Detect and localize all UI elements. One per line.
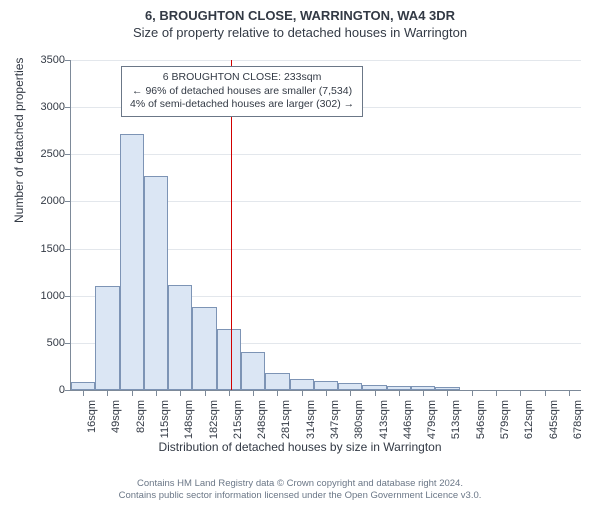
- x-tick: [302, 390, 303, 396]
- x-axis-title: Distribution of detached houses by size …: [0, 440, 600, 454]
- histogram-bar: [168, 285, 192, 390]
- gridline: [71, 60, 581, 61]
- x-tick: [229, 390, 230, 396]
- x-tick: [253, 390, 254, 396]
- histogram-bar: [314, 381, 338, 390]
- x-tick: [423, 390, 424, 396]
- x-tick: [399, 390, 400, 396]
- annotation-box: 6 BROUGHTON CLOSE: 233sqm ← 96% of detac…: [121, 66, 363, 117]
- histogram-bar: [120, 134, 144, 390]
- y-tick: [65, 249, 71, 250]
- annotation-line-2: ← 96% of detached houses are smaller (7,…: [130, 85, 354, 99]
- y-tick-label: 3500: [15, 54, 65, 66]
- histogram-bar: [241, 352, 265, 390]
- y-tick-label: 2000: [15, 195, 65, 207]
- plot-area: 050010001500200025003000350016sqm49sqm82…: [70, 60, 581, 391]
- y-tick: [65, 107, 71, 108]
- histogram-bar: [192, 307, 216, 390]
- x-tick: [520, 390, 521, 396]
- x-tick: [350, 390, 351, 396]
- y-tick-label: 500: [15, 337, 65, 349]
- page-title-1: 6, BROUGHTON CLOSE, WARRINGTON, WA4 3DR: [0, 8, 600, 23]
- x-tick: [545, 390, 546, 396]
- x-tick: [180, 390, 181, 396]
- x-tick: [107, 390, 108, 396]
- y-tick: [65, 201, 71, 202]
- histogram-bar: [265, 373, 289, 390]
- y-tick: [65, 390, 71, 391]
- page-title-2: Size of property relative to detached ho…: [0, 25, 600, 40]
- y-tick-label: 3000: [15, 101, 65, 113]
- histogram-bar: [338, 383, 362, 390]
- y-tick-label: 0: [15, 384, 65, 396]
- x-tick: [83, 390, 84, 396]
- y-tick-label: 2500: [15, 148, 65, 160]
- footer-line-1: Contains HM Land Registry data © Crown c…: [0, 478, 600, 490]
- histogram-bar: [71, 382, 95, 390]
- histogram-bar: [144, 176, 168, 390]
- y-tick-label: 1000: [15, 290, 65, 302]
- x-tick: [472, 390, 473, 396]
- footer-line-2: Contains public sector information licen…: [0, 490, 600, 502]
- y-tick: [65, 296, 71, 297]
- histogram-bar: [95, 286, 119, 390]
- gridline: [71, 154, 581, 155]
- x-tick: [447, 390, 448, 396]
- x-tick: [569, 390, 570, 396]
- y-tick: [65, 60, 71, 61]
- histogram-bar: [217, 329, 241, 390]
- y-tick: [65, 343, 71, 344]
- chart-container: 050010001500200025003000350016sqm49sqm82…: [70, 60, 580, 430]
- x-tick: [205, 390, 206, 396]
- x-tick: [375, 390, 376, 396]
- annotation-line-1: 6 BROUGHTON CLOSE: 233sqm: [130, 71, 354, 85]
- x-tick: [277, 390, 278, 396]
- footer: Contains HM Land Registry data © Crown c…: [0, 478, 600, 502]
- histogram-bar: [290, 379, 314, 390]
- y-tick: [65, 154, 71, 155]
- y-tick-label: 1500: [15, 243, 65, 255]
- x-tick: [326, 390, 327, 396]
- x-tick: [156, 390, 157, 396]
- annotation-line-3: 4% of semi-detached houses are larger (3…: [130, 98, 354, 112]
- x-tick: [496, 390, 497, 396]
- x-tick: [132, 390, 133, 396]
